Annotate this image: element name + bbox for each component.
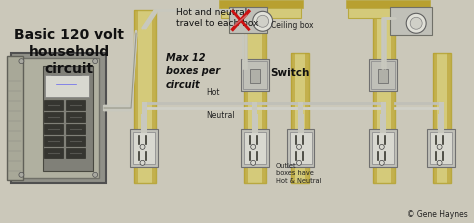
Bar (371, 61, 395, 89)
Bar (369, 59, 397, 91)
Bar (19, 58, 99, 178)
Bar (241, 59, 269, 91)
Bar (133, 132, 155, 164)
Bar (291, 53, 294, 183)
Text: Hot: Hot (206, 88, 219, 97)
Bar (66, 100, 85, 110)
Bar (152, 10, 156, 183)
Circle shape (93, 59, 98, 64)
Circle shape (256, 15, 269, 27)
Bar (427, 129, 455, 167)
Bar (66, 124, 85, 134)
Bar (374, 10, 395, 183)
Text: Basic 120 volt
household
circuit: Basic 120 volt household circuit (14, 28, 124, 76)
Circle shape (140, 145, 145, 149)
Bar (433, 53, 437, 183)
Bar (45, 100, 63, 110)
Bar (134, 10, 138, 183)
Circle shape (140, 160, 145, 165)
Bar (243, 61, 267, 89)
Bar (262, 10, 265, 183)
Bar (221, 3, 301, 18)
Bar (287, 129, 314, 167)
Circle shape (297, 145, 301, 149)
Text: Neutral: Neutral (206, 111, 235, 120)
Circle shape (19, 172, 24, 177)
Circle shape (379, 160, 384, 165)
Circle shape (251, 145, 255, 149)
Bar (369, 129, 397, 167)
Circle shape (410, 17, 422, 29)
Bar (291, 53, 309, 183)
Circle shape (19, 59, 24, 64)
Bar (51, 75, 81, 93)
Bar (46, 75, 89, 97)
Bar (372, 132, 394, 164)
Bar (290, 132, 311, 164)
Bar (45, 124, 63, 134)
Bar (45, 148, 63, 158)
Bar (66, 136, 85, 146)
Text: Max 12
boxes per
circuit: Max 12 boxes per circuit (166, 53, 220, 90)
Bar (374, 10, 377, 183)
Bar (219, 0, 302, 8)
Bar (11, 53, 106, 183)
Text: Outlet
boxes have
Hot & Neutral: Outlet boxes have Hot & Neutral (275, 163, 321, 184)
Circle shape (406, 13, 426, 33)
Circle shape (251, 160, 255, 165)
Bar (390, 7, 432, 35)
Bar (250, 69, 260, 83)
Text: Ceiling box: Ceiling box (271, 21, 313, 30)
Bar (447, 53, 451, 183)
Bar (391, 10, 395, 183)
Bar (8, 56, 23, 180)
Circle shape (437, 145, 442, 149)
Text: © Gene Haynes: © Gene Haynes (407, 210, 468, 219)
Bar (430, 132, 452, 164)
Bar (66, 148, 85, 158)
Circle shape (253, 11, 273, 31)
Bar (433, 53, 451, 183)
Bar (244, 132, 265, 164)
Circle shape (93, 172, 98, 177)
Bar (378, 69, 388, 83)
Circle shape (297, 160, 301, 165)
Bar (66, 112, 85, 122)
Bar (346, 0, 430, 8)
Text: Hot and neutral
travel to each box: Hot and neutral travel to each box (176, 8, 258, 28)
Bar (134, 10, 156, 183)
Circle shape (437, 160, 442, 165)
Bar (229, 7, 267, 33)
Bar (244, 10, 265, 183)
Bar (304, 53, 309, 183)
Bar (244, 10, 248, 183)
Bar (241, 129, 269, 167)
Circle shape (379, 145, 384, 149)
Bar (45, 136, 63, 146)
Text: Switch: Switch (271, 68, 310, 78)
Bar (43, 66, 93, 171)
Bar (45, 112, 63, 122)
Bar (348, 3, 428, 18)
Bar (130, 129, 158, 167)
